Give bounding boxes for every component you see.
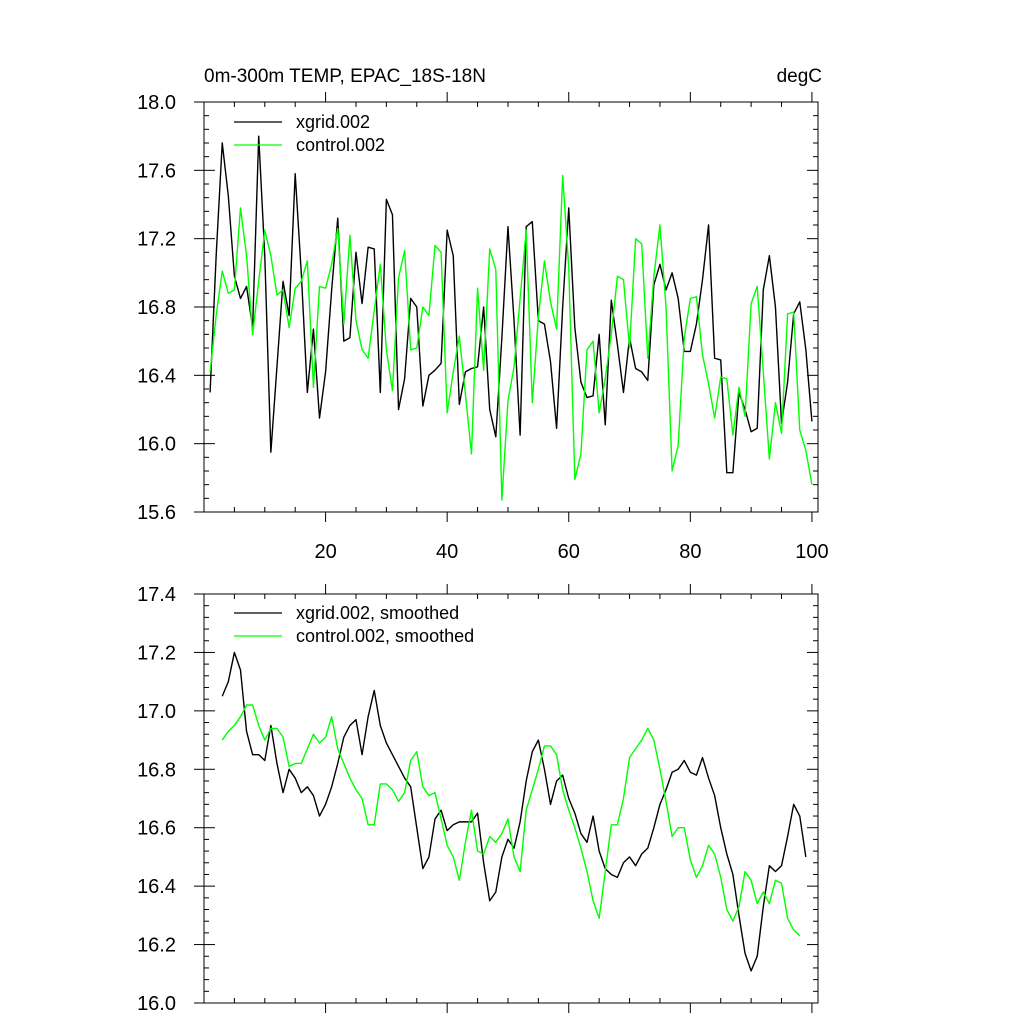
y-tick-label: 17.6 <box>137 160 176 182</box>
x-tick-label: 40 <box>436 541 458 563</box>
legend-label-xgrid-smoothed: xgrid.002, smoothed <box>296 603 459 623</box>
x-tick-label: 80 <box>679 541 701 563</box>
y-tick-label: 18.0 <box>137 92 176 114</box>
legend-label-control: control.002 <box>296 135 385 155</box>
legend-label-xgrid: xgrid.002 <box>296 112 370 132</box>
x-tick-label: 60 <box>558 541 580 563</box>
chart-title: 0m-300m TEMP, EPAC_18S-18N <box>204 66 486 87</box>
bottom-panel-series <box>221 651 807 972</box>
top-panel-series <box>209 135 813 501</box>
y-tick-label: 17.2 <box>137 642 176 664</box>
y-tick-label: 16.8 <box>137 297 176 319</box>
y-tick-label: 17.4 <box>137 584 176 606</box>
top-panel-frame <box>203 101 819 513</box>
bottom-panel-ticks: 16.0 16.2 16.4 16.6 16.8 17.0 17.2 17.4 <box>137 584 818 1015</box>
series-line-control-smoothed <box>221 704 801 937</box>
y-tick-label: 16.2 <box>137 935 176 957</box>
y-tick-label: 16.0 <box>137 434 176 456</box>
y-tick-label: 15.6 <box>137 502 176 524</box>
x-tick-label: 100 <box>795 541 828 563</box>
units-label: degC <box>777 66 822 87</box>
x-tick-label: 20 <box>314 541 336 563</box>
series-line-xgrid <box>209 135 813 474</box>
legend-label-control-smoothed: control.002, smoothed <box>296 626 474 646</box>
y-tick-label: 16.8 <box>137 759 176 781</box>
top-panel: 0m-300m TEMP, EPAC_18S-18N degC 15.6 16.0… <box>137 66 829 563</box>
series-line-control <box>209 174 813 501</box>
y-tick-label: 17.2 <box>137 229 176 251</box>
y-tick-label: 16.0 <box>137 993 176 1015</box>
y-tick-label: 16.6 <box>137 818 176 840</box>
y-tick-label: 17.0 <box>137 701 176 723</box>
y-tick-label: 16.4 <box>137 365 176 387</box>
bottom-panel: 16.0 16.2 16.4 16.6 16.8 17.0 17.2 17.4 xgrid.0… <box>137 584 819 1015</box>
series-line-xgrid-smoothed <box>221 651 807 972</box>
bottom-panel-frame <box>203 593 819 1004</box>
bottom-panel-legend: xgrid.002, smoothed control.002, smoothe… <box>234 603 474 646</box>
top-panel-legend: xgrid.002 control.002 <box>234 112 385 155</box>
y-tick-label: 16.4 <box>137 876 176 898</box>
top-panel-ticks: 15.6 16.0 16.4 16.8 17.2 17.6 18.0 20 40 60 80 100 <box>137 92 829 563</box>
